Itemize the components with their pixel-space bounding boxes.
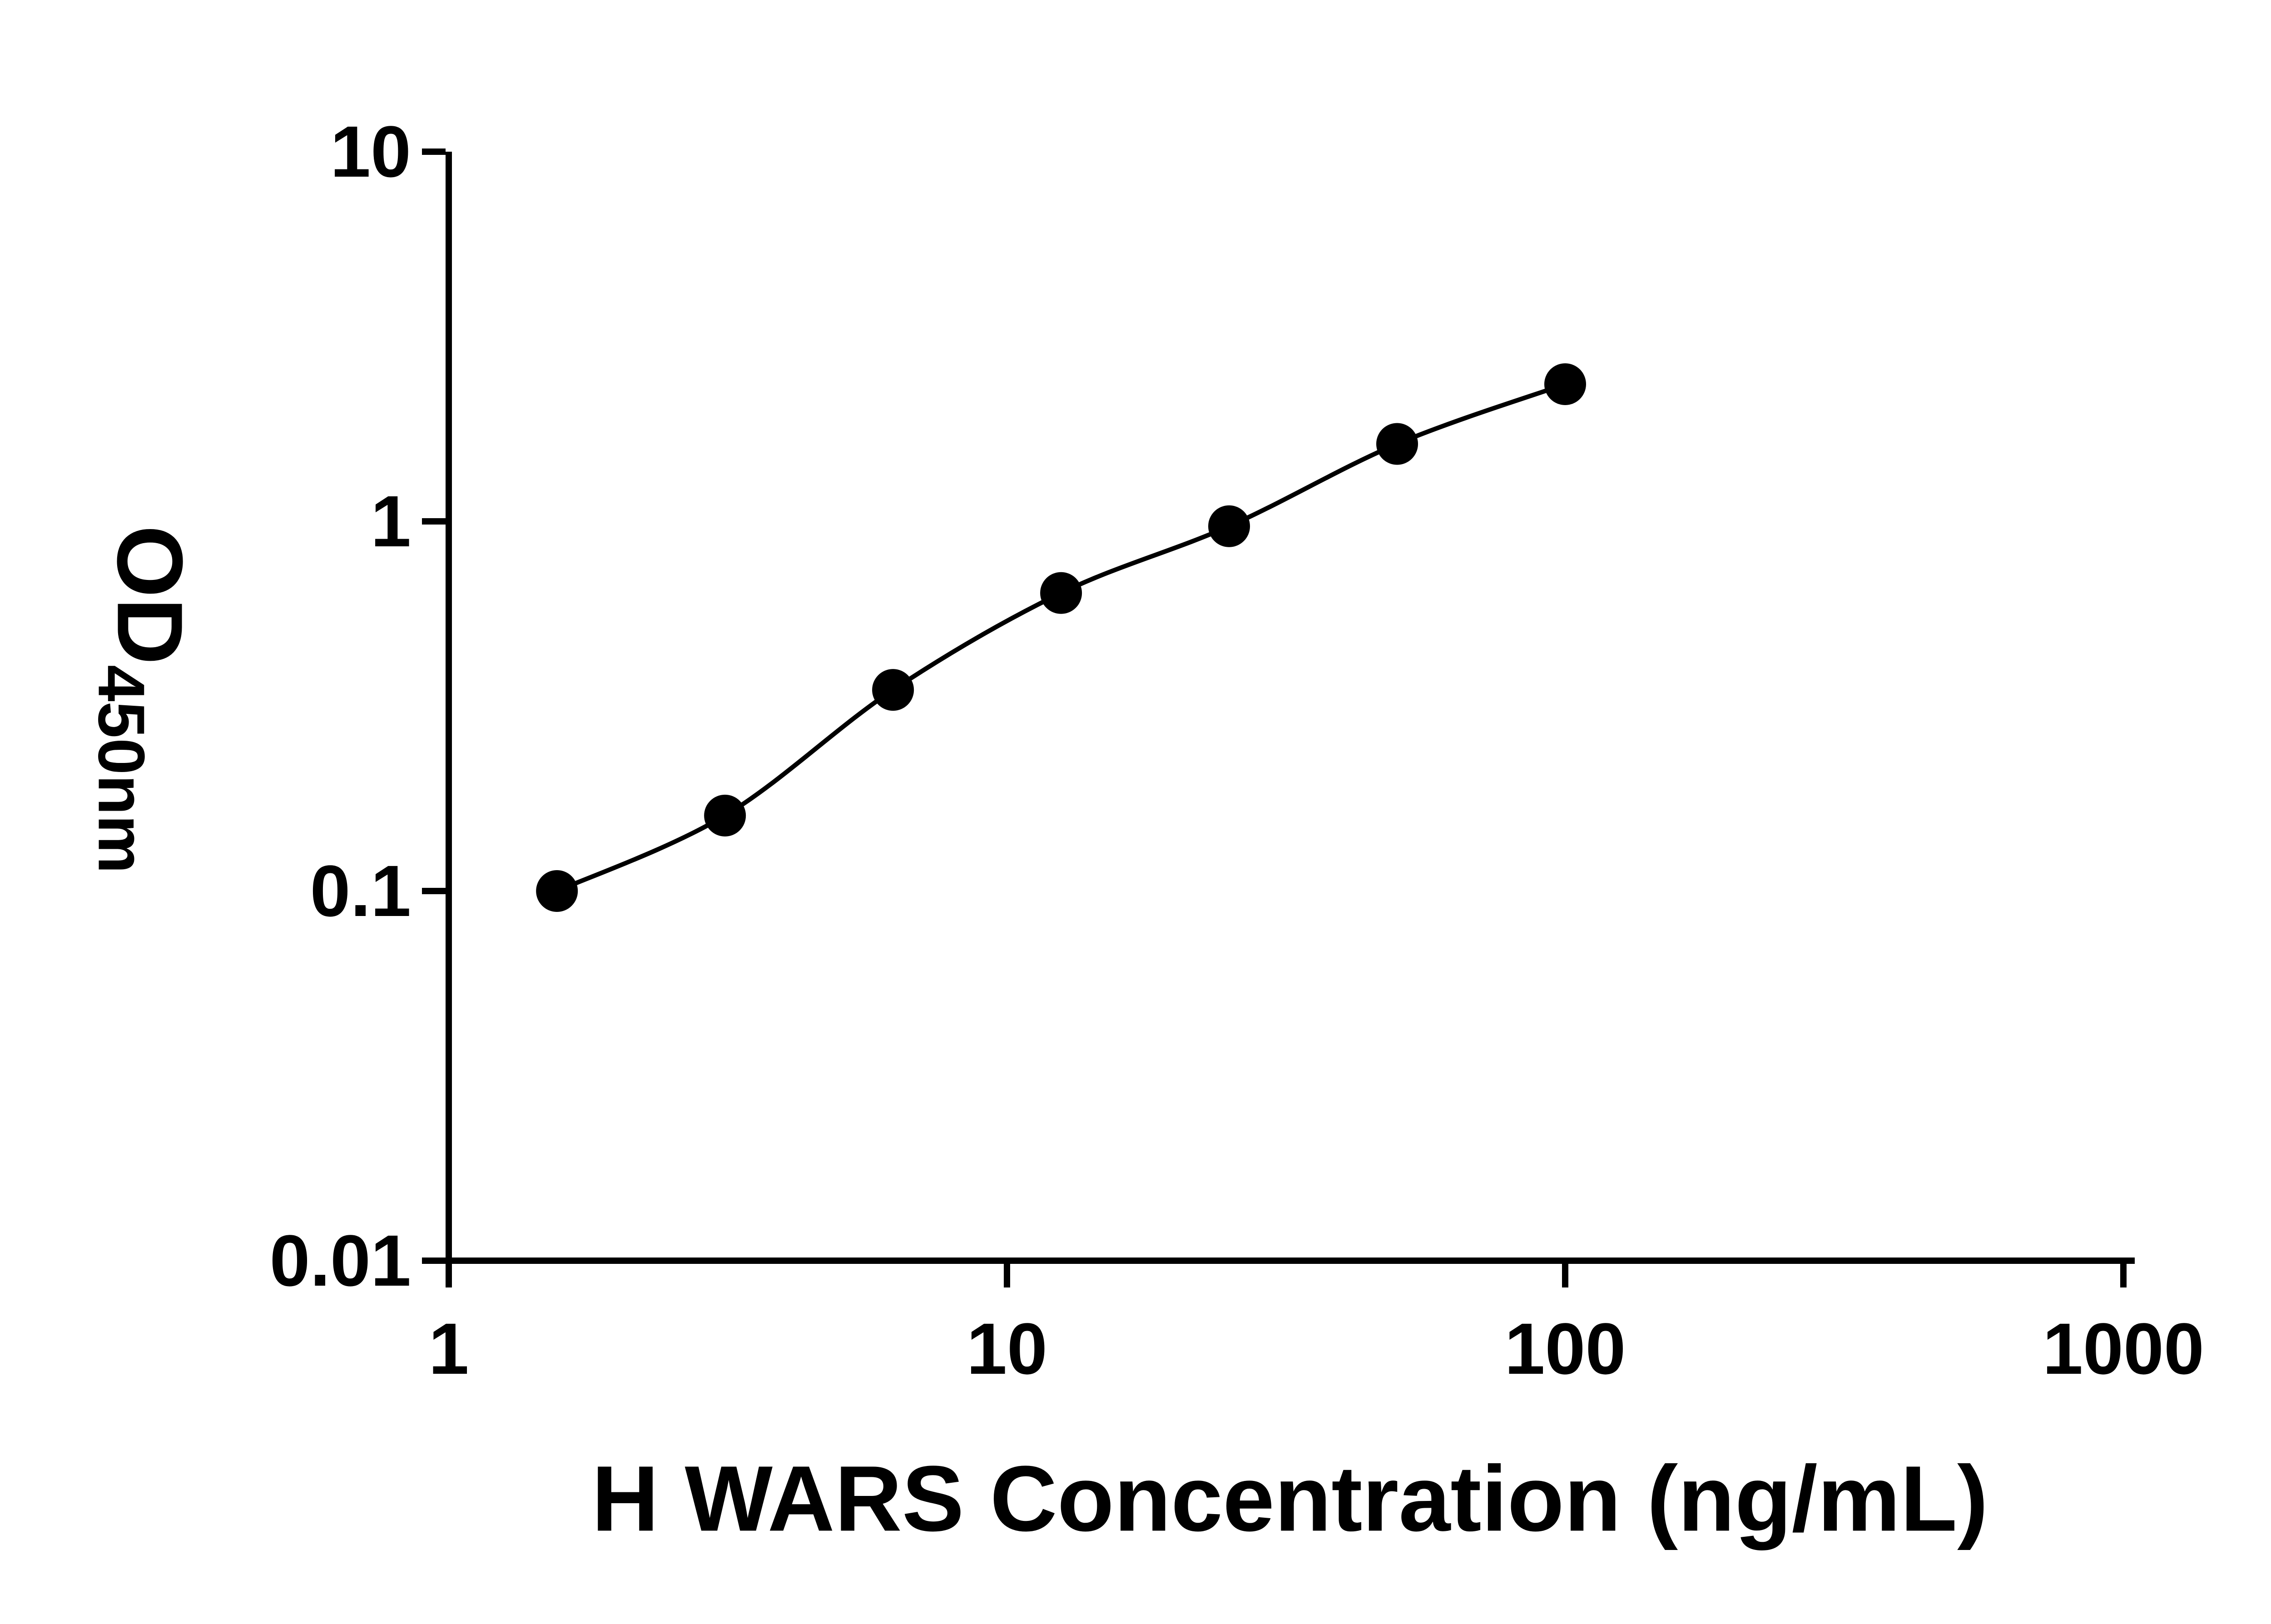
x-tick-label: 10: [967, 1308, 1047, 1389]
y-tick-label: 0.1: [310, 850, 411, 931]
y-axis-title: OD450nm: [85, 525, 202, 874]
y-tick-label: 0.01: [269, 1220, 411, 1301]
y-axis-title-main: OD: [98, 525, 202, 665]
y-tick-label: 1: [371, 480, 411, 562]
x-tick-label: 1: [428, 1308, 469, 1389]
x-axis-title: H WARS Concentration (ng/mL): [591, 1446, 1988, 1551]
data-point-marker: [704, 794, 746, 837]
data-point-marker: [872, 669, 914, 711]
x-tick-label: 1000: [2043, 1308, 2204, 1389]
data-point-marker: [1376, 423, 1418, 465]
data-point-marker: [536, 870, 578, 912]
x-tick-label: 100: [1504, 1308, 1626, 1389]
data-point-marker: [1544, 363, 1586, 405]
y-tick-label: 10: [330, 111, 411, 192]
data-point-marker: [1040, 572, 1082, 614]
data-point-marker: [1208, 505, 1250, 547]
y-axis-title-subscript: 450nm: [84, 665, 159, 874]
